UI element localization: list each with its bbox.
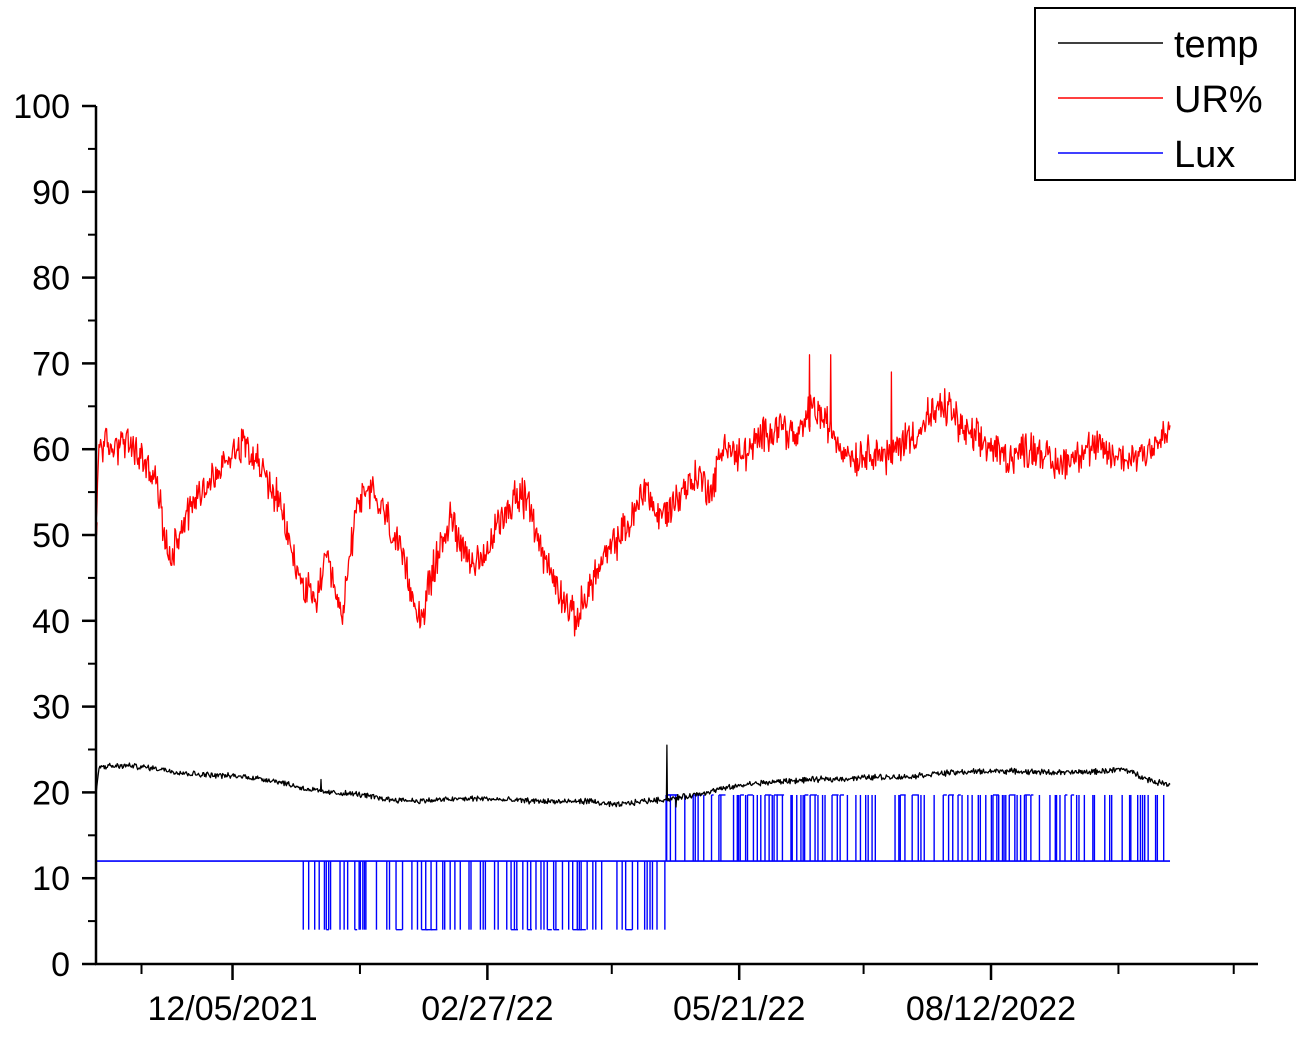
legend-label-lux: Lux [1174,134,1235,176]
x-tick-label: 12/05/2021 [147,990,317,1028]
y-tick-label: 0 [51,946,70,984]
series-temp-line [95,744,1171,808]
series-temp-path [95,744,1171,808]
y-tick-label: 60 [32,431,70,469]
lux-pulse-segment [669,794,1165,862]
y-tick-label: 70 [32,345,70,383]
y-tick-label: 80 [32,260,70,298]
legend-label-ur: UR% [1174,79,1263,121]
series-ur-path [95,354,1171,637]
x-tick-label: 08/12/2022 [906,990,1076,1028]
x-ticks: 12/05/2021 02/27/22 05/21/22 08/12/2022 [140,964,1235,1028]
x-tick-label: 05/21/22 [673,990,805,1028]
y-tick-label: 90 [32,174,70,212]
legend-box [1034,7,1296,181]
lux-pulse-segment [302,861,666,931]
y-tick-label: 20 [32,774,70,812]
legend: temp UR% Lux [1034,7,1296,181]
y-ticks: 0 10 20 30 40 50 60 70 80 90 100 [13,88,96,984]
y-tick-label: 10 [32,860,70,898]
series-lux-line [95,794,1171,931]
x-tick-label: 02/27/22 [421,990,553,1028]
axes [94,106,1258,966]
y-tick-label: 30 [32,689,70,727]
series-ur-line [95,354,1171,637]
y-tick-label: 100 [13,88,70,126]
y-tick-label: 40 [32,603,70,641]
legend-label-temp: temp [1174,24,1258,66]
y-tick-label: 50 [32,517,70,555]
